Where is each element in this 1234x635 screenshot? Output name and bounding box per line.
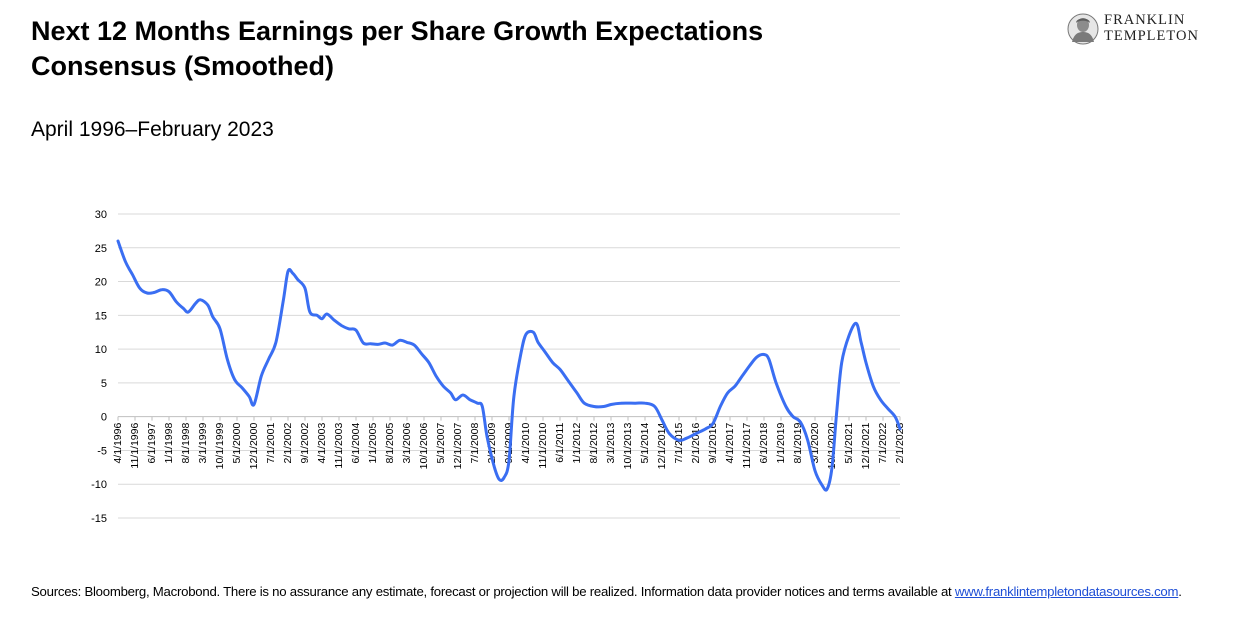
x-axis: [117, 416, 901, 421]
y-tick-label: 10: [95, 344, 107, 356]
x-tick-label: 7/1/2015: [673, 423, 685, 464]
franklin-portrait-icon: [1067, 13, 1099, 45]
eps-growth-series-line: [116, 239, 902, 492]
x-tick-label: 8/1/2019: [792, 423, 804, 464]
franklin-templeton-logo: FRANKLIN TEMPLETON: [1066, 12, 1221, 46]
x-tick-label: 3/1/2013: [605, 423, 617, 464]
x-tick-label: 2/1/2023: [894, 423, 906, 464]
x-tick-label: 4/1/2017: [724, 423, 736, 464]
x-tick-label: 1/1/2012: [571, 423, 583, 464]
x-tick-label: 2/1/2002: [282, 423, 294, 464]
x-tick-label: 1/1/1998: [163, 423, 175, 464]
x-tick-label: 10/1/2006: [418, 423, 430, 470]
y-tick-label: -10: [91, 479, 107, 491]
x-tick-label: 4/1/2003: [316, 423, 328, 464]
y-tick-label: 20: [95, 277, 107, 289]
x-tick-label: 7/1/2022: [877, 423, 889, 464]
y-tick-label: 30: [95, 209, 107, 221]
x-tick-label: 12/1/2007: [452, 423, 464, 470]
x-tick-label: 11/1/2010: [537, 423, 549, 469]
footnote-end: .: [1178, 584, 1182, 599]
x-tick-label: 5/1/2014: [639, 423, 651, 464]
x-tick-label: 6/1/2018: [758, 423, 770, 464]
x-tick-label: 12/1/2000: [248, 423, 260, 470]
x-tick-label: 3/1/1999: [197, 423, 209, 464]
x-tick-label: 6/1/1997: [146, 423, 158, 464]
x-tick-label: 10/1/2013: [622, 423, 634, 470]
x-tick-label: 2/1/2009: [486, 423, 498, 464]
x-tick-label: 1/1/2005: [367, 423, 379, 464]
y-tick-label: 0: [101, 412, 107, 424]
chart-title: Next 12 Months Earnings per Share Growth…: [31, 16, 764, 81]
x-tick-label: 2/1/2016: [690, 423, 702, 464]
grid-lines: [118, 213, 900, 519]
x-tick-label: 4/1/1996: [112, 423, 124, 464]
x-tick-label: 6/1/2011: [554, 423, 566, 463]
y-tick-label: 25: [95, 243, 107, 255]
y-tick-label: -15: [91, 513, 107, 525]
x-tick-label: 5/1/2000: [231, 423, 243, 464]
y-axis-tick-labels: 30 25 20 15 10 5 0 -5 -10 -15: [91, 209, 107, 525]
series-layer: [116, 239, 902, 492]
chart-subtitle: April 1996–February 2023: [31, 118, 274, 141]
x-tick-label: 11/1/1996: [129, 423, 141, 469]
footnote-text: Sources: Bloomberg, Macrobond. There is …: [31, 584, 955, 599]
x-tick-label: 11/1/2003: [333, 423, 345, 469]
x-tick-label: 8/1/1998: [180, 423, 192, 464]
data-sources-link[interactable]: www.franklintempletondatasources.com: [954, 584, 1179, 599]
x-tick-label: 5/1/2021: [843, 423, 855, 464]
x-tick-label: 11/1/2017: [741, 423, 753, 469]
eps-growth-line-chart: 30 25 20 15 10 5 0 -5 -10 -15 4/1/1996 11/1/1996 6/…: [91, 209, 906, 525]
source-footnote: Sources: Bloomberg, Macrobond. There is …: [31, 584, 1182, 599]
y-tick-label: 5: [101, 378, 107, 390]
x-tick-label: 12/1/2021: [860, 423, 872, 470]
x-tick-label: 5/1/2007: [435, 423, 447, 464]
x-tick-label: 10/1/1999: [214, 423, 226, 470]
y-tick-label: -5: [97, 445, 107, 457]
x-tick-label: 12/1/2014: [656, 423, 668, 470]
y-tick-label: 15: [95, 310, 107, 322]
x-tick-label: 9/1/2002: [299, 423, 311, 464]
x-tick-label: 7/1/2008: [469, 423, 481, 464]
x-tick-label: 4/1/2010: [520, 423, 532, 464]
logo-line-1: FRANKLIN: [1104, 12, 1186, 28]
x-tick-label: 1/1/2019: [775, 423, 787, 464]
x-tick-label: 7/1/2001: [265, 423, 277, 464]
x-tick-label: 8/1/2012: [588, 423, 600, 464]
x-tick-label: 8/1/2005: [384, 423, 396, 464]
logo-line-2: TEMPLETON: [1104, 28, 1199, 44]
x-tick-label: 6/1/2004: [350, 423, 362, 464]
x-axis-tick-labels: 4/1/1996 11/1/1996 6/1/1997 1/1/1998 8/1/199…: [112, 423, 906, 470]
x-tick-label: 9/1/2016: [707, 423, 719, 464]
x-tick-label: 3/1/2006: [401, 423, 413, 464]
